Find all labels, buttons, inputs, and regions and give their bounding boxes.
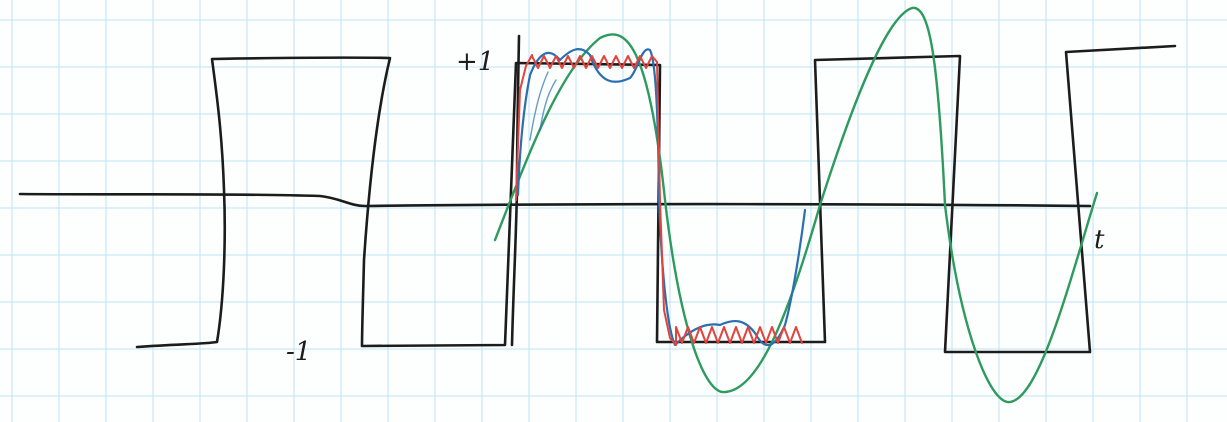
time-axis <box>18 192 1092 208</box>
minus-one-label: -1 <box>286 337 311 367</box>
square-wave <box>135 44 1177 354</box>
three-term-approximation-curve <box>516 48 807 347</box>
three-term-approximation-overshoot <box>529 71 557 141</box>
many-term-approximation-curve <box>515 54 803 346</box>
fundamental-sine-curve <box>493 6 1099 404</box>
plus-one-label: +1 <box>456 47 494 77</box>
t-axis-label: t <box>1094 225 1105 255</box>
